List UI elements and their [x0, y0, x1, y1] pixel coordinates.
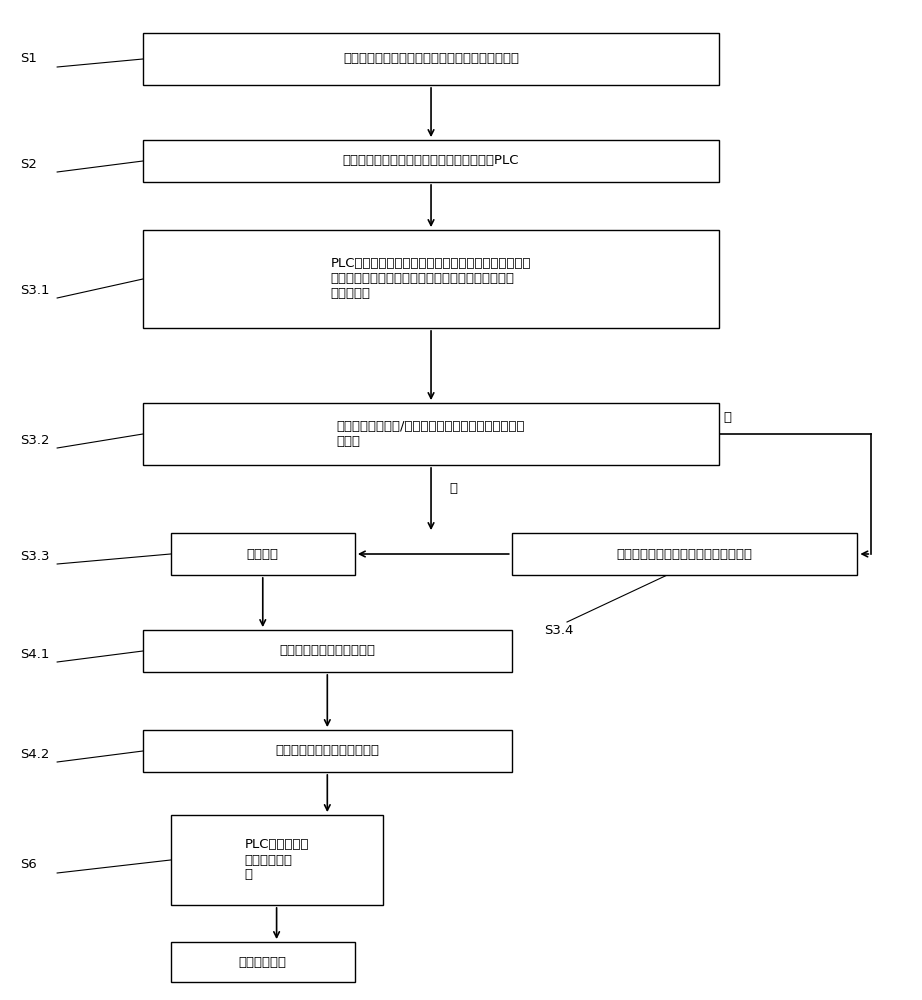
FancyBboxPatch shape [171, 942, 355, 982]
Text: S4.2: S4.2 [20, 748, 50, 760]
FancyBboxPatch shape [171, 815, 383, 905]
Text: PLC控制车轮定
位伺服松开车
轮: PLC控制车轮定 位伺服松开车 轮 [244, 838, 309, 882]
Text: S4.1: S4.1 [20, 648, 50, 660]
FancyBboxPatch shape [512, 533, 857, 575]
FancyBboxPatch shape [143, 230, 719, 328]
Text: 换电需求输入，车辆驶入换电平台，换电流程开始: 换电需求输入，车辆驶入换电平台，换电流程开始 [343, 52, 519, 65]
Text: S3.1: S3.1 [20, 284, 50, 296]
FancyBboxPatch shape [143, 33, 719, 85]
FancyBboxPatch shape [143, 140, 719, 182]
Text: S6: S6 [20, 858, 37, 871]
Text: 四轮定位: 四轮定位 [247, 548, 278, 560]
Text: PLC控制车辆举升伺服，车辆举升伺服根据车辆预设值
分别控制左前、右前、左后、右后车轮抬升，对车辆
进行初调平: PLC控制车辆举升伺服，车辆举升伺服根据车辆预设值 分别控制左前、右前、左后、右… [331, 257, 531, 300]
Text: S3.3: S3.3 [20, 550, 50, 562]
FancyBboxPatch shape [171, 533, 355, 575]
Text: 换电流程结束: 换电流程结束 [239, 956, 287, 968]
FancyBboxPatch shape [143, 630, 512, 672]
Text: 是: 是 [450, 483, 457, 495]
Text: S2: S2 [20, 157, 37, 170]
Text: 站控系统收到换电车辆信息，将信号发送给PLC: 站控系统收到换电车辆信息，将信号发送给PLC [343, 154, 519, 167]
FancyBboxPatch shape [143, 403, 719, 465]
Text: 通过测距传感器和/或摄像头检测车身状态是否在允许
范围内: 通过测距传感器和/或摄像头检测车身状态是否在允许 范围内 [337, 420, 526, 448]
Text: 否: 否 [724, 411, 732, 424]
Text: S3.2: S3.2 [20, 434, 50, 446]
Text: S1: S1 [20, 52, 37, 66]
Text: 取出第二电池包安装在车辆上: 取出第二电池包安装在车辆上 [276, 744, 379, 758]
Text: 将车辆上的第一电池包拆下: 将车辆上的第一电池包拆下 [279, 644, 375, 658]
Text: 重新进行车轮调整，直至在允许范围内: 重新进行车轮调整，直至在允许范围内 [617, 548, 752, 560]
Text: S3.4: S3.4 [544, 624, 573, 637]
FancyBboxPatch shape [143, 730, 512, 772]
